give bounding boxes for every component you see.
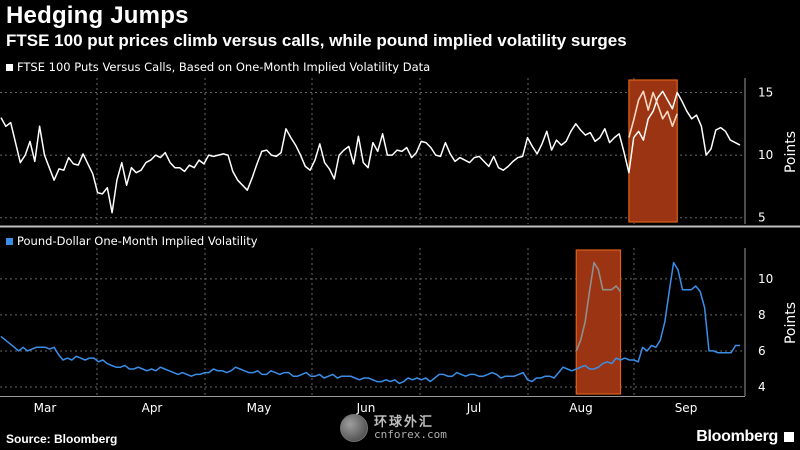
watermark-cn: 环球外汇 — [374, 413, 435, 429]
top-ytick-label: 5 — [758, 211, 766, 225]
chart-title: Hedging Jumps — [6, 2, 189, 29]
bottom-ytick-label: 10 — [758, 272, 773, 286]
watermark-logo-icon — [340, 414, 368, 442]
source-note: Source: Bloomberg — [6, 432, 118, 446]
bottom-y-axis-title: Points — [783, 302, 799, 344]
x-tick-label-jun: Jun — [356, 401, 376, 415]
bottom-ytick-label: 6 — [758, 344, 766, 358]
top-ytick-label: 15 — [758, 86, 773, 100]
watermark-en: cnforex.com — [374, 428, 447, 442]
top-highlight-series-line — [628, 90, 678, 138]
bottom-legend-label: Pound-Dollar One-Month Implied Volatilit… — [17, 234, 258, 248]
x-tick-label-jul: Jul — [466, 401, 481, 415]
x-tick-label-sep: Sep — [675, 401, 698, 415]
corner-mark-icon — [784, 432, 794, 442]
top-highlight-box — [628, 79, 678, 223]
bottom-highlight-box — [575, 249, 622, 395]
top-panel-legend: FTSE 100 Puts Versus Calls, Based on One… — [6, 60, 430, 74]
x-tick-label-mar: Mar — [34, 401, 57, 415]
top-series-line — [0, 90, 741, 214]
top-legend-swatch — [6, 63, 13, 71]
bottom-panel-legend: Pound-Dollar One-Month Implied Volatilit… — [6, 234, 258, 248]
top-ytick-label: 10 — [758, 148, 773, 162]
watermark: 环球外汇 cnforex.com — [340, 414, 447, 442]
chart-subtitle: FTSE 100 put prices climb versus calls, … — [6, 31, 627, 50]
x-tick-label-aug: Aug — [569, 401, 592, 415]
bottom-highlight-series-line — [575, 261, 622, 352]
bottom-series-line — [0, 261, 740, 385]
brand-logo: Bloomberg — [696, 428, 778, 445]
top-y-axis-title: Points — [783, 131, 799, 173]
bottom-legend-swatch — [6, 237, 13, 245]
bottom-ytick-label: 8 — [758, 308, 766, 322]
bottom-ytick-label: 4 — [758, 380, 766, 394]
x-tick-label-may: May — [247, 401, 272, 415]
top-legend-label: FTSE 100 Puts Versus Calls, Based on One… — [17, 60, 431, 74]
x-tick-label-apr: Apr — [142, 401, 163, 415]
